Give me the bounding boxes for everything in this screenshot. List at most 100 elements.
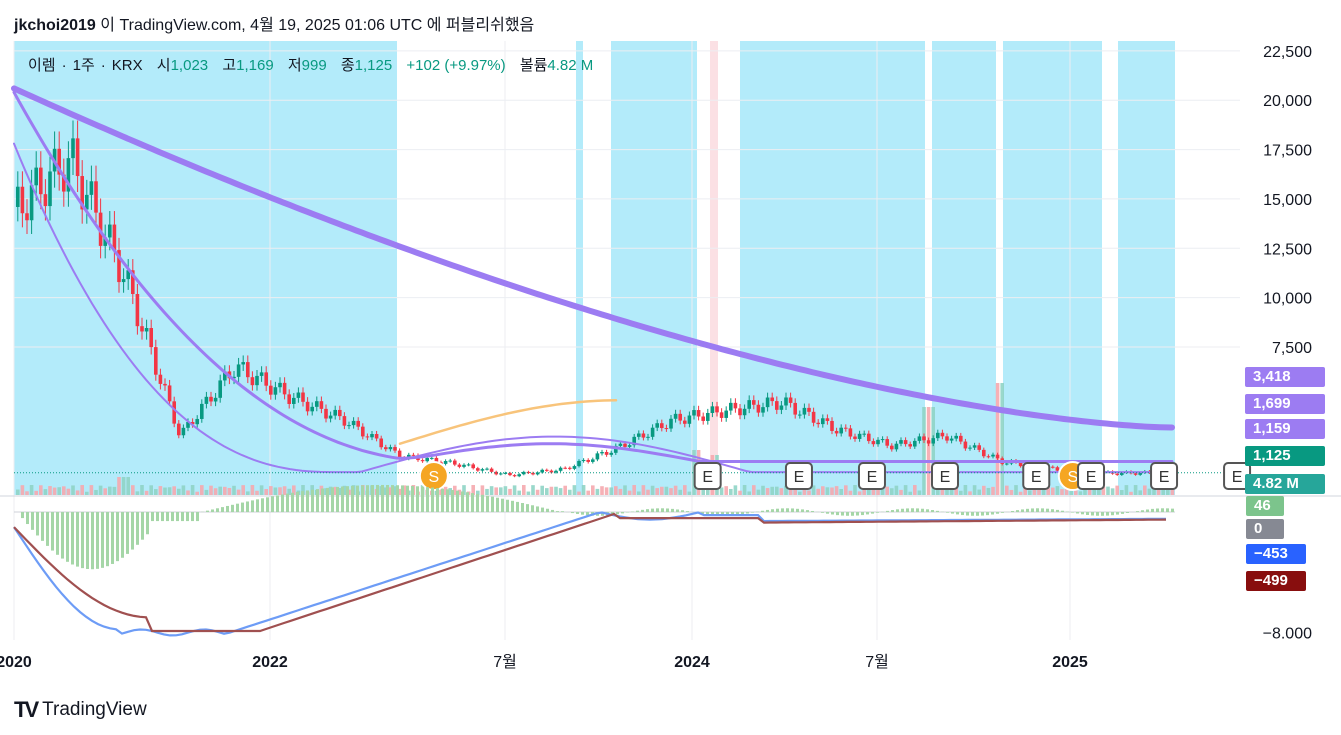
- volume-bar: [936, 487, 940, 495]
- candle-body: [1018, 462, 1023, 467]
- volume-bar: [476, 490, 480, 495]
- volume-bar: [508, 488, 512, 495]
- volume-bar: [922, 407, 926, 495]
- volume-bar: [1087, 489, 1092, 495]
- macd-bar: [21, 512, 24, 519]
- macd-bar: [1081, 512, 1084, 515]
- candle-body: [986, 456, 991, 458]
- volume-bar: [517, 490, 521, 495]
- candle-body: [738, 408, 742, 416]
- macd-bar: [141, 512, 144, 540]
- candle-body: [213, 397, 218, 402]
- macd-bar: [336, 486, 339, 513]
- macd-bar: [681, 510, 684, 513]
- earnings-marker-label: E: [1086, 469, 1097, 486]
- publish-header: jkchoi2019 이 TradingView.com, 4월 19, 202…: [14, 11, 534, 35]
- macd-bar: [986, 512, 989, 516]
- volume-bar: [52, 487, 57, 495]
- volume-bar: [232, 485, 236, 495]
- macd-bar: [1036, 508, 1039, 513]
- volume-bar: [1170, 489, 1175, 495]
- candle-body: [328, 415, 333, 419]
- candle-body: [1055, 467, 1060, 471]
- volume-bar: [591, 485, 595, 495]
- volume-bar: [29, 485, 34, 495]
- macd-bar: [251, 500, 254, 513]
- candle-body: [798, 414, 802, 416]
- volume-bar: [62, 486, 66, 495]
- volume-bar: [742, 485, 747, 495]
- volume-bar: [236, 489, 241, 495]
- session-band-1: [576, 41, 583, 495]
- candle-body: [411, 454, 416, 456]
- candle-body: [972, 445, 977, 448]
- candle-body: [273, 387, 278, 395]
- volume-bar: [899, 489, 903, 495]
- volume-bar: [563, 485, 567, 495]
- volume-bar: [1069, 490, 1073, 495]
- macd-bar: [826, 512, 829, 514]
- volume-bar: [494, 487, 498, 495]
- time-axis-label: 7월: [493, 653, 517, 671]
- volume-bar: [894, 485, 899, 495]
- macd-bar: [871, 512, 874, 514]
- candle-body: [190, 421, 195, 425]
- candle-body: [747, 400, 751, 409]
- symbol-name[interactable]: 이렘: [28, 57, 56, 74]
- macd-bar: [66, 512, 69, 562]
- tradingview-logo[interactable]: TV TradingView: [14, 697, 147, 723]
- close-value: 1,125: [354, 57, 393, 74]
- ma-gold-line: [398, 399, 618, 445]
- candle-body: [338, 409, 342, 417]
- macd-bar: [641, 509, 644, 513]
- volume-bar: [880, 486, 885, 495]
- candle-body: [34, 167, 38, 186]
- macd-bar: [846, 512, 849, 516]
- macd-bar: [861, 512, 864, 516]
- macd-bar: [741, 512, 744, 515]
- macd-bar: [246, 501, 249, 513]
- candle-body: [784, 397, 788, 406]
- volume-bar: [1161, 487, 1165, 495]
- volume-bar: [1064, 485, 1069, 495]
- macd-bar: [631, 511, 634, 513]
- earnings-marker-label: E: [1031, 469, 1042, 486]
- earnings-marker-label: E: [867, 469, 878, 486]
- volume-bar: [747, 491, 751, 495]
- macd-bar: [161, 512, 164, 522]
- macd-bar: [586, 512, 589, 516]
- candle-body: [246, 362, 250, 378]
- volume-bar: [1124, 485, 1129, 495]
- logo-text: TradingView: [42, 699, 147, 720]
- time-axis-label: 2025: [1052, 654, 1088, 671]
- candle-body: [135, 294, 140, 327]
- volume-bar: [609, 487, 613, 495]
- candle-body: [982, 449, 986, 457]
- macd-bar: [646, 509, 649, 513]
- volume-bar: [471, 485, 475, 495]
- volume-bar: [926, 407, 931, 495]
- macd-bar: [561, 511, 564, 513]
- price-tag: 4.82 M: [1245, 474, 1325, 494]
- macd-bar: [471, 493, 474, 513]
- volume-bar: [177, 488, 181, 495]
- interval[interactable]: 1주: [72, 57, 95, 74]
- volume-bar: [600, 486, 604, 495]
- macd-bar: [921, 508, 924, 513]
- volume-bar: [1120, 489, 1124, 495]
- volume-bar: [770, 486, 774, 495]
- macd-bar: [96, 512, 99, 569]
- volume-bar: [986, 487, 991, 495]
- session-band-2: [611, 41, 697, 495]
- candle-body: [140, 326, 144, 332]
- macd-bar: [786, 508, 789, 513]
- candle-body: [117, 250, 121, 283]
- candle-body: [719, 412, 724, 418]
- volume-bar: [204, 489, 209, 495]
- candle-body: [66, 158, 71, 192]
- candle-body: [1115, 473, 1119, 475]
- candle-body: [742, 408, 747, 416]
- author-name[interactable]: jkchoi2019: [14, 17, 96, 34]
- volume-bar: [963, 485, 968, 495]
